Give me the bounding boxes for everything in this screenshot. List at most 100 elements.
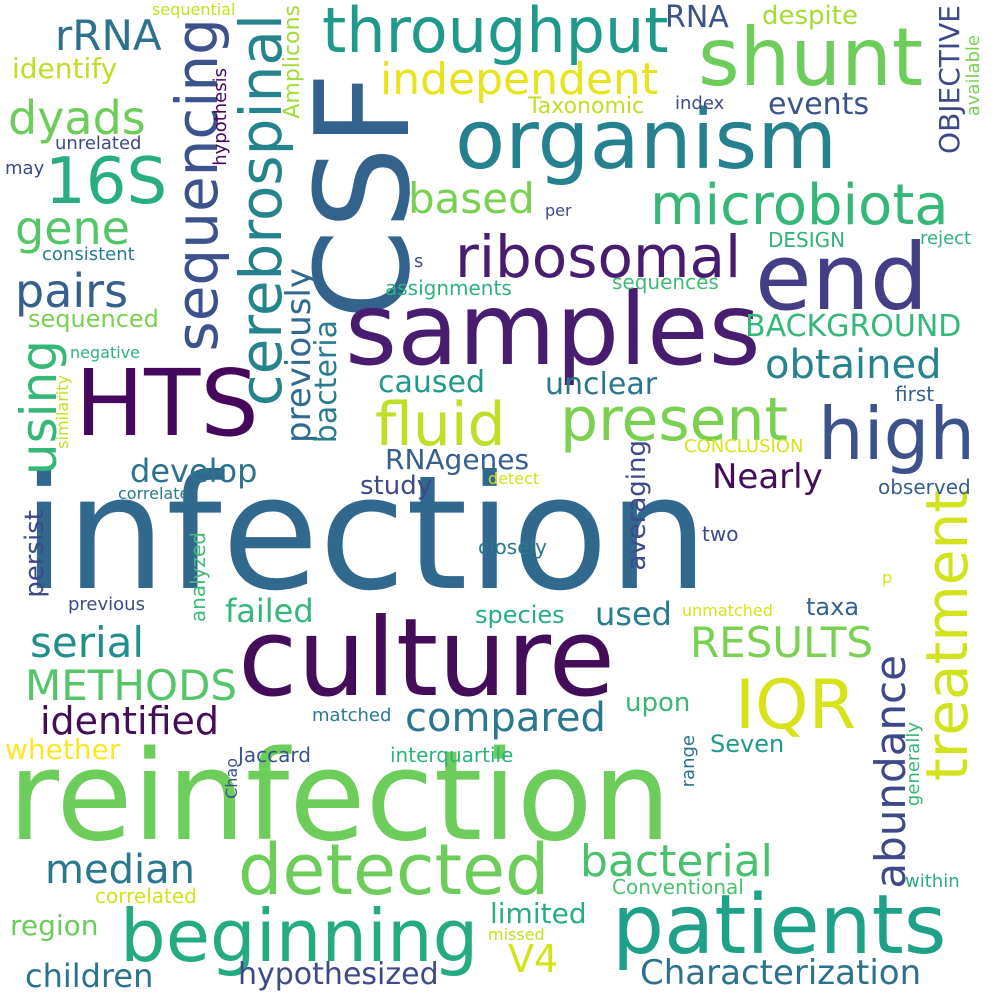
- word-similarity: similarity: [53, 375, 72, 449]
- word-dyads: dyads: [8, 91, 146, 145]
- word-hts: HTS: [75, 350, 259, 457]
- word-shunt: shunt: [698, 11, 924, 104]
- word-beginning: beginning: [120, 894, 479, 978]
- word-compared: compared: [405, 695, 606, 741]
- word-serial: serial: [30, 618, 145, 667]
- word-correlated: correlated: [95, 884, 197, 908]
- word-events: events: [768, 87, 870, 122]
- word-nearly: Nearly: [712, 457, 823, 497]
- word-correlate: correlate: [118, 484, 190, 503]
- word-hypothesis: hypothesis: [210, 68, 231, 166]
- word-reject: reject: [920, 228, 972, 249]
- word-develop: develop: [130, 452, 258, 490]
- word-unclear: unclear: [545, 367, 658, 402]
- word-culture: culture: [238, 596, 616, 721]
- word-throughput: throughput: [322, 0, 669, 67]
- word-jaccard: Jaccard: [238, 743, 311, 767]
- word-amplicons: Amplicons: [280, 5, 305, 119]
- word-median: median: [45, 847, 195, 893]
- word-s: s: [414, 251, 424, 272]
- word-based: based: [408, 174, 535, 223]
- word-interquartile: interquartile: [390, 743, 514, 767]
- word-samples: samples: [345, 271, 761, 388]
- word-caused: caused: [378, 365, 486, 400]
- word-conventional: Conventional: [612, 875, 744, 899]
- word-index: index: [675, 93, 725, 114]
- word-patients: patients: [612, 878, 947, 973]
- word-infection: infection: [22, 442, 709, 626]
- word-seven: Seven: [710, 730, 785, 758]
- word-conclusion: CONCLUSION: [684, 436, 804, 457]
- word-region: region: [10, 909, 99, 942]
- word-sequential: sequential: [152, 0, 236, 19]
- word-rnagenes: RNAgenes: [385, 443, 530, 476]
- word-observed: observed: [878, 475, 971, 499]
- word-bacterial: bacterial: [580, 836, 773, 887]
- word-design: DESIGN: [768, 228, 846, 252]
- word-gene: gene: [15, 201, 130, 255]
- word-unrelated: unrelated: [55, 133, 142, 154]
- word-two: two: [702, 522, 739, 546]
- word-reinfection: reinfection: [8, 725, 672, 869]
- word-consistent: consistent: [42, 244, 135, 265]
- word-sequences: sequences: [612, 270, 719, 294]
- word-rrna: rRNA: [55, 11, 162, 60]
- word-within: within: [905, 871, 960, 892]
- word-used: used: [595, 595, 672, 633]
- word-end: end: [755, 224, 929, 331]
- word-missed: missed: [488, 925, 545, 944]
- word-previous: previous: [68, 594, 145, 615]
- word-present: present: [560, 385, 789, 455]
- word-closely: closely: [478, 535, 547, 559]
- word-range: range: [678, 735, 699, 788]
- word-treatment: treatment: [913, 490, 981, 781]
- word-iqr: IQR: [735, 666, 856, 745]
- word-microbiota: microbiota: [650, 173, 949, 238]
- word-high: high: [818, 392, 975, 476]
- word-16s: 16S: [45, 145, 168, 219]
- word-ribosomal: ribosomal: [455, 223, 742, 291]
- word-taxonomic: Taxonomic: [528, 94, 645, 119]
- word-background: BACKGROUND: [745, 309, 962, 344]
- word-detected: detected: [238, 829, 550, 911]
- word-persist: persist: [20, 510, 50, 598]
- word-independent: independent: [380, 54, 659, 105]
- word-despite: despite: [762, 1, 858, 31]
- word-sequenced: sequenced: [28, 305, 159, 333]
- word-taxa: taxa: [806, 593, 860, 621]
- word-study: study: [360, 471, 433, 501]
- word-analyzed: analyzed: [186, 532, 210, 623]
- word-v4: V4: [508, 937, 559, 981]
- word-identified: identified: [40, 699, 220, 743]
- word-available: available: [963, 35, 984, 117]
- word-matched: matched: [312, 705, 392, 726]
- word-detect: detect: [488, 469, 540, 488]
- word-averaging: averaging: [622, 440, 652, 571]
- word-failed: failed: [225, 592, 314, 630]
- word-fluid: fluid: [375, 390, 506, 460]
- word-identify: identify: [12, 52, 118, 85]
- word-organism: organism: [455, 93, 838, 188]
- word-p: p: [882, 568, 893, 587]
- word-assignments: assignments: [385, 276, 512, 300]
- word-obtained: obtained: [765, 342, 942, 388]
- word-characterization: Characterization: [640, 953, 922, 993]
- word-generally: generally: [903, 722, 924, 807]
- word-whether: whether: [5, 733, 121, 766]
- word-hypothesized: hypothesized: [238, 957, 439, 992]
- word-pairs: pairs: [15, 264, 129, 318]
- word-species: species: [475, 601, 565, 629]
- word-may: may: [5, 158, 45, 179]
- word-unmatched: unmatched: [682, 601, 773, 620]
- word-per: per: [545, 201, 572, 220]
- word-chao: Chao: [222, 758, 241, 799]
- word-bacteria: bacteria: [309, 320, 344, 444]
- word-first: first: [895, 382, 935, 406]
- word-negative: negative: [70, 343, 140, 362]
- word-limited: limited: [490, 897, 587, 930]
- word-children: children: [25, 957, 154, 995]
- word-methods: METHODS: [25, 661, 238, 710]
- word-objective: OBJECTIVE: [933, 5, 966, 154]
- word-rna: RNA: [665, 0, 729, 35]
